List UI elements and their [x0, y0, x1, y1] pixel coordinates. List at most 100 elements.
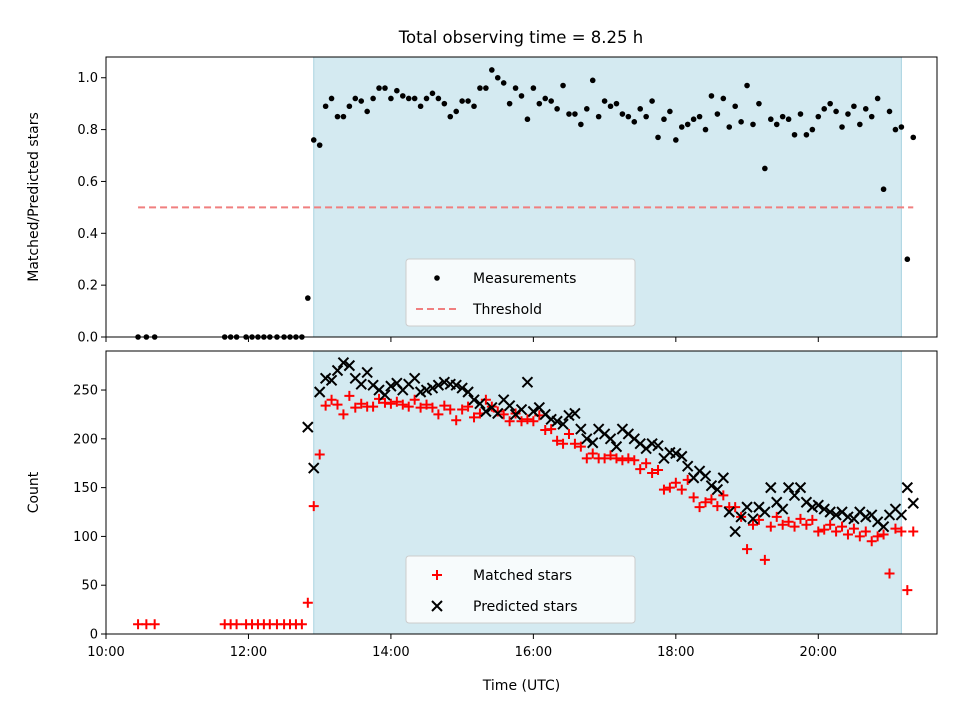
x-tick-label: 12:00	[230, 645, 267, 660]
matched-star-point	[320, 400, 331, 411]
measurement-point	[910, 134, 917, 141]
matched-star-point	[860, 526, 871, 537]
matched-star-point	[344, 390, 355, 401]
matched-star-point	[457, 404, 468, 415]
y-tick-label: 50	[81, 579, 98, 594]
matched-star-point	[688, 492, 699, 503]
measurement-point	[880, 186, 887, 193]
matched-star-point	[712, 501, 723, 512]
measurement-point	[631, 119, 638, 125]
matched-star-point	[676, 484, 687, 495]
measurement-point	[305, 295, 311, 301]
measurement-point	[459, 98, 465, 104]
measurement-point	[738, 119, 744, 125]
matched-star-point	[783, 516, 794, 527]
matched-star-point	[231, 619, 242, 630]
predicted-star-point	[670, 447, 682, 460]
measurement-point	[447, 113, 454, 120]
predicted-star-point	[557, 418, 569, 430]
predicted-star-point	[681, 460, 694, 472]
measurement-point	[489, 67, 495, 73]
matched-star-point	[563, 428, 574, 439]
predicted-star-point	[652, 439, 664, 452]
bottom-panel-data-marks	[133, 357, 919, 630]
matched-star-point	[641, 458, 652, 469]
measurement-point	[524, 116, 531, 123]
predicted-star-point	[587, 437, 599, 449]
measurement-point	[868, 113, 875, 120]
legend-marker-dot	[434, 275, 440, 281]
matched-star-point	[742, 544, 753, 555]
measurement-point	[411, 95, 418, 102]
measurement-point	[827, 100, 833, 107]
matched-star-point	[409, 394, 420, 405]
matched-star-point	[463, 401, 474, 412]
measurement-point	[441, 100, 448, 107]
predicted-star-point	[794, 481, 807, 494]
matched-star-point	[623, 453, 634, 464]
measurement-point	[429, 90, 436, 97]
predicted-star-point	[569, 407, 581, 420]
measurement-point	[779, 113, 786, 120]
measurement-point	[862, 106, 869, 112]
top-panel: 0.0 0.2 0.4 0.6 0.8 1.0 Matched/Predicted sta…	[26, 56, 938, 346]
y-tick-label: 0.2	[77, 279, 98, 294]
measurement-point	[316, 142, 323, 148]
legend-label: Measurements	[473, 271, 576, 287]
predicted-star-point	[705, 479, 718, 492]
predicted-star-point	[408, 372, 421, 385]
matched-star-point	[831, 526, 842, 537]
matched-star-point	[765, 521, 776, 532]
measurement-point	[405, 95, 412, 102]
measurement-point	[874, 95, 881, 102]
matched-star-point	[326, 394, 337, 405]
matched-star-point	[338, 409, 349, 420]
predicted-star-point	[456, 382, 468, 394]
x-tick-label: 14:00	[372, 645, 409, 660]
matched-star-point	[837, 521, 848, 532]
matched-star-point	[528, 416, 539, 427]
matched-star-point	[498, 409, 509, 420]
predicted-star-point	[877, 520, 890, 533]
legend-label: Predicted stars	[473, 599, 578, 615]
predicted-star-point	[521, 376, 534, 388]
measurement-point	[714, 111, 721, 117]
predicted-star-point	[325, 374, 338, 386]
predicted-star-point	[480, 405, 492, 418]
predicted-star-point	[331, 364, 344, 377]
predicted-star-point	[302, 421, 314, 433]
legend-box	[405, 258, 636, 327]
x-tick-label: 18:00	[657, 645, 694, 660]
matched-star-point	[439, 400, 450, 411]
bottom-panel-y-axis-label: Count	[26, 471, 42, 513]
bottom-panel-y-ticks: 0 50 100 150 200 250	[73, 384, 106, 643]
matched-star-point	[801, 519, 812, 530]
top-panel-data-marks	[135, 67, 917, 340]
matched-star-point	[747, 519, 758, 530]
measurement-point	[477, 85, 483, 91]
y-tick-label: 150	[73, 481, 98, 496]
measurement-point	[548, 98, 554, 104]
predicted-star-point	[729, 525, 741, 538]
predicted-star-point	[759, 506, 771, 518]
predicted-star-point	[468, 394, 480, 406]
x-axis-label: Time (UTC)	[482, 678, 560, 694]
measurement-point	[886, 108, 893, 115]
predicted-star-point	[824, 506, 836, 518]
matched-star-point	[504, 416, 515, 427]
predicted-star-point	[313, 386, 326, 398]
matched-star-point	[664, 482, 675, 493]
measurement-point	[607, 103, 614, 110]
predicted-star-point	[895, 509, 908, 521]
measurement-point	[845, 111, 851, 117]
measurement-point	[625, 113, 632, 120]
predicted-star-point	[308, 462, 320, 474]
matched-star-point	[368, 401, 379, 412]
measurement-point	[376, 85, 382, 91]
measurement-point	[334, 113, 341, 120]
measurement-point	[803, 131, 810, 138]
matched-star-point	[700, 497, 711, 508]
measurement-point	[750, 121, 756, 128]
measurement-point	[394, 87, 400, 94]
matched-star-point	[599, 453, 610, 464]
